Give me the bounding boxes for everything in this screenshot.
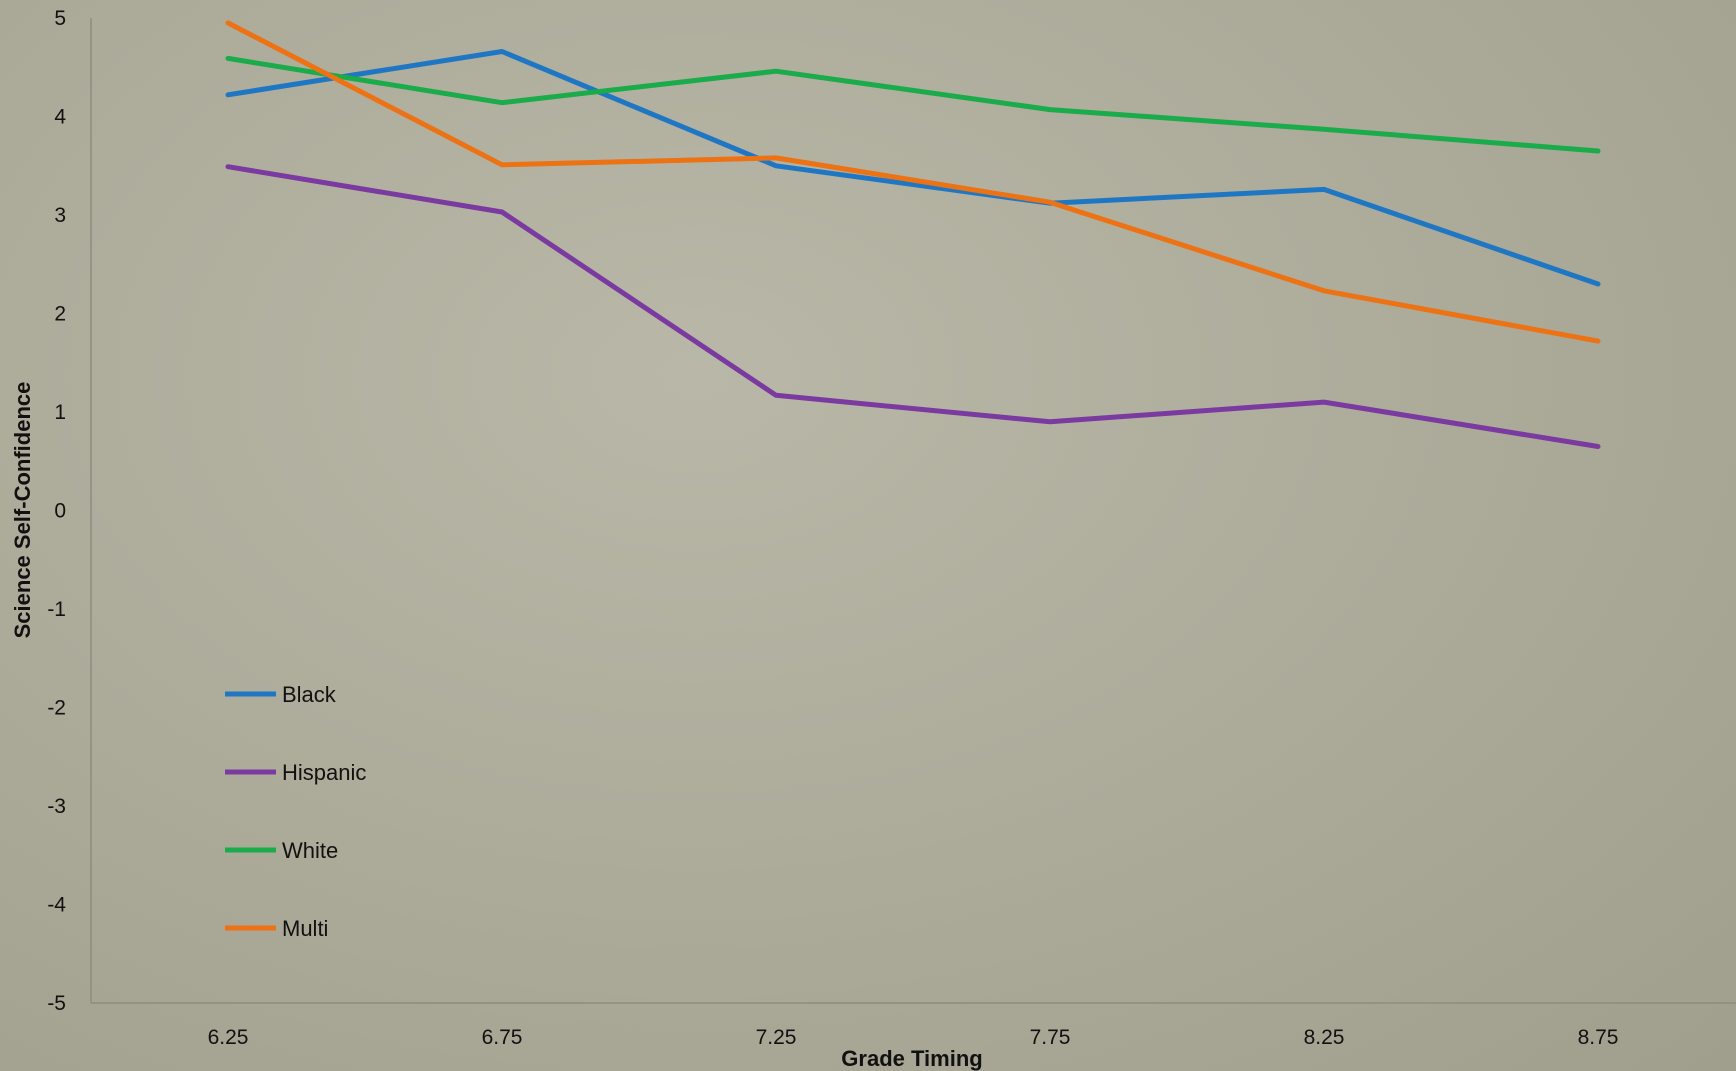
legend-label-white: White	[282, 838, 338, 863]
y-tick-label: -4	[47, 894, 66, 917]
series-lines	[225, 20, 1601, 449]
series-line-hispanic	[225, 164, 1601, 449]
legend: Black Hispanic White Multi	[225, 682, 366, 941]
y-tick-label: 2	[54, 303, 66, 326]
y-tick-label: 0	[54, 500, 66, 523]
x-tick-labels: 6.25 6.75 7.25 7.75 8.25 8.75	[208, 1026, 1619, 1049]
x-tick-label: 6.25	[208, 1026, 249, 1049]
y-tick-label: 1	[54, 401, 66, 424]
x-axis-title: Grade Timing	[841, 1046, 982, 1071]
x-tick-label: 8.75	[1578, 1026, 1619, 1049]
axes	[90, 18, 1736, 1004]
series-line-white	[225, 55, 1601, 154]
legend-label-black: Black	[282, 682, 337, 707]
series-line-multi	[225, 20, 1601, 344]
series-line-black	[225, 49, 1601, 287]
y-tick-label: 3	[54, 204, 66, 227]
y-tick-label: -2	[47, 697, 66, 720]
y-tick-label: -3	[47, 795, 66, 818]
x-tick-label: 8.25	[1304, 1026, 1345, 1049]
x-tick-label: 7.25	[756, 1026, 797, 1049]
y-axis-title: Science Self-Confidence	[10, 382, 35, 639]
legend-label-hispanic: Hispanic	[282, 760, 366, 785]
y-tick-label: 4	[54, 106, 66, 129]
y-tick-label: -1	[47, 598, 66, 621]
x-tick-label: 6.75	[482, 1026, 523, 1049]
y-tick-label: 5	[54, 7, 66, 30]
x-tick-label: 7.75	[1030, 1026, 1071, 1049]
y-tick-labels: 5 4 3 2 1 0 -1 -2 -3 -4 -5	[47, 7, 66, 1015]
y-tick-label: -5	[47, 992, 66, 1015]
legend-label-multi: Multi	[282, 916, 328, 941]
